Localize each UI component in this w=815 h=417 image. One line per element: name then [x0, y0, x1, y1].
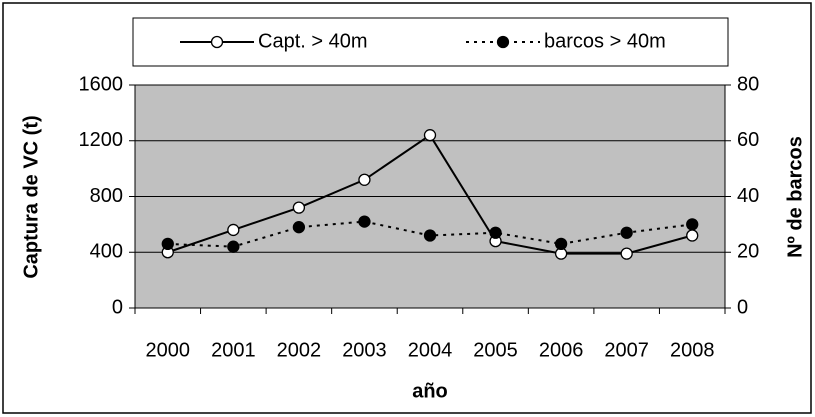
x-tick-label: 2000 — [146, 339, 191, 361]
y-axis-title: Captura de VC (t) — [20, 115, 42, 278]
series-marker — [227, 240, 240, 253]
legend-label: barcos > 40m — [544, 30, 666, 52]
series-marker — [358, 215, 371, 228]
series-marker — [358, 173, 371, 186]
y2-tick-label: 60 — [737, 129, 759, 151]
series-marker — [686, 229, 699, 242]
y2-tick-label: 80 — [737, 73, 759, 95]
series-marker — [554, 237, 568, 251]
y-tick-label: 1200 — [79, 129, 124, 151]
legend-marker — [210, 35, 224, 49]
series-marker — [227, 223, 240, 237]
legend-marker — [496, 35, 510, 49]
legend-label: Capt. > 40m — [258, 30, 368, 52]
series-marker — [620, 247, 633, 260]
series-marker — [292, 221, 306, 234]
y2-tick-label: 40 — [737, 185, 759, 207]
series-marker — [161, 237, 174, 251]
x-tick-label: 2003 — [342, 339, 387, 361]
series-marker — [292, 201, 306, 214]
x-tick-label: 2006 — [539, 339, 584, 361]
x-tick-label: 2004 — [408, 339, 453, 361]
y2-tick-label: 0 — [737, 296, 748, 318]
x-tick-label: 2007 — [604, 339, 649, 361]
series-marker — [489, 226, 502, 239]
series-marker — [686, 218, 699, 231]
x-tick-label: 2008 — [670, 339, 715, 361]
x-tick-label: 2005 — [473, 339, 518, 361]
x-tick-label: 2001 — [211, 339, 256, 361]
y-tick-label: 0 — [112, 296, 123, 318]
series-marker — [423, 129, 437, 142]
y2-tick-label: 20 — [737, 241, 759, 263]
x-tick-label: 2002 — [277, 339, 322, 361]
x-axis-title: año — [412, 380, 448, 402]
series-marker — [423, 229, 437, 242]
y-tick-label: 1600 — [79, 73, 124, 95]
y-tick-label: 800 — [90, 185, 123, 207]
y-tick-label: 400 — [90, 241, 123, 263]
series-marker — [620, 226, 633, 239]
y2-axis-title: Nº de barcos — [784, 136, 806, 258]
